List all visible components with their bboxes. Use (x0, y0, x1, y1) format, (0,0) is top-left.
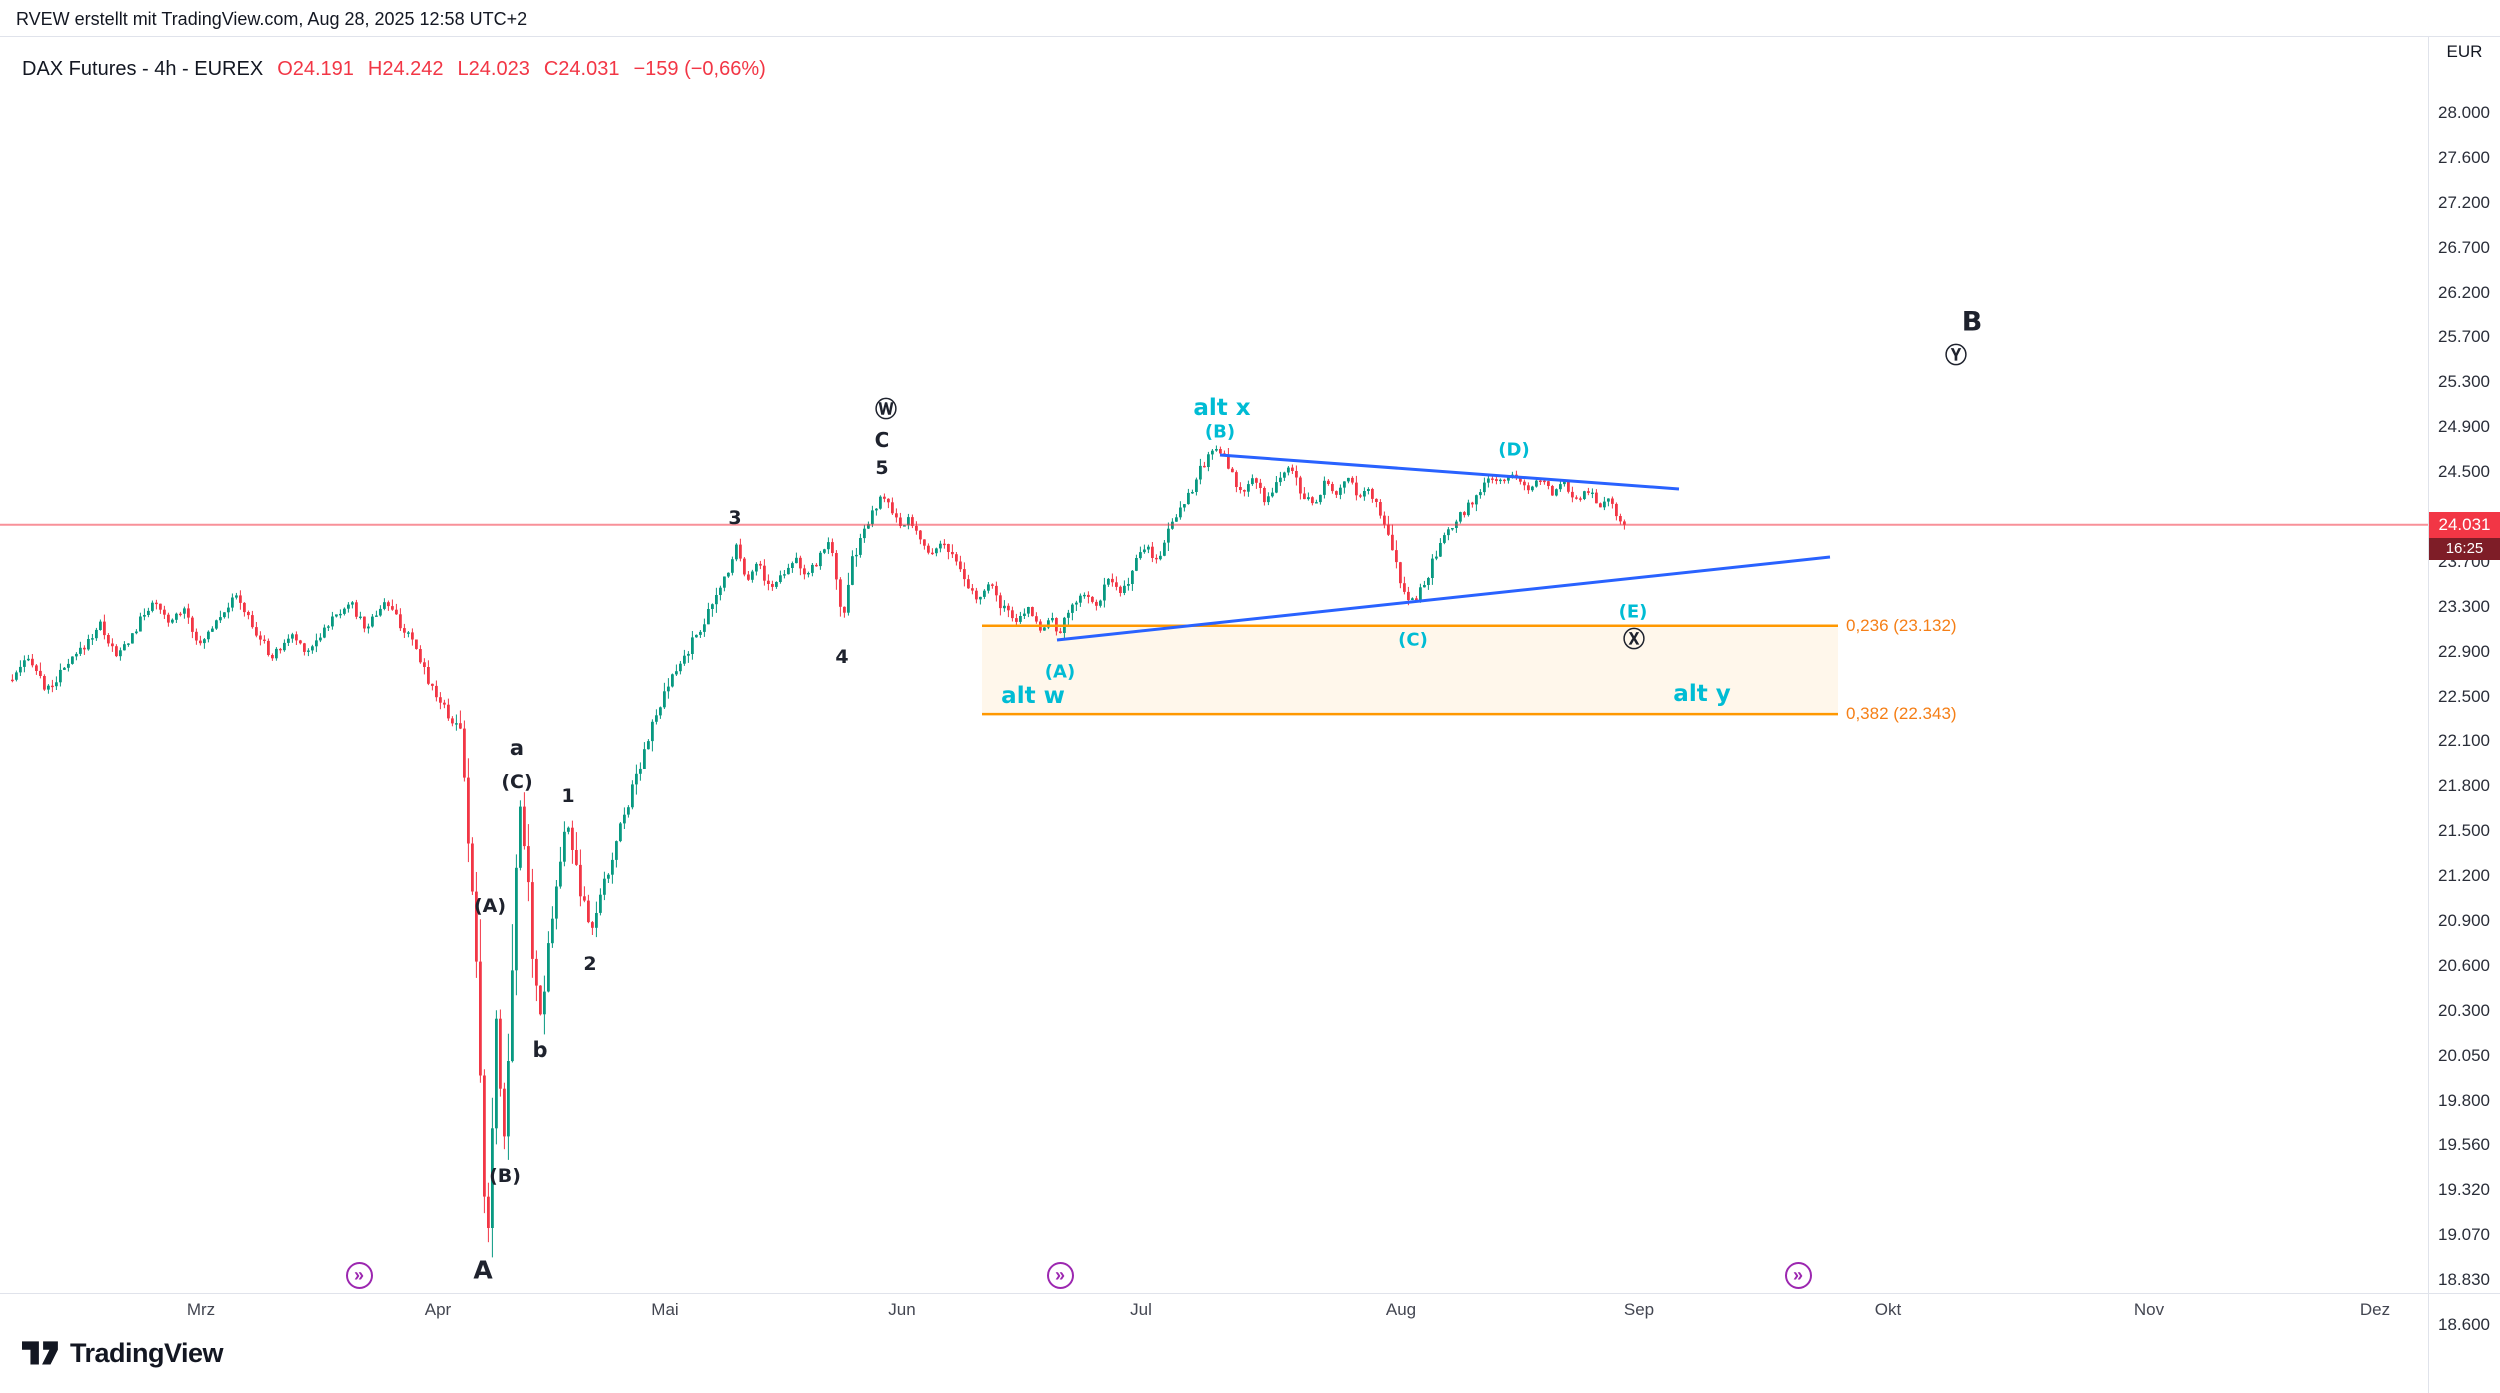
price-axis-label: 22.900 (2438, 641, 2490, 661)
wave-label[interactable]: 1 (561, 785, 575, 807)
ohlc-change: −159 (−0,66%) (633, 58, 766, 80)
price-axis-label: 25.700 (2438, 327, 2490, 347)
wave-label[interactable]: (B) (489, 1165, 521, 1187)
price-axis-label: 24.500 (2438, 462, 2490, 482)
price-axis-label: 22.100 (2438, 731, 2490, 751)
price-axis-label: 20.900 (2438, 910, 2490, 930)
wave-label[interactable]: 2 (583, 953, 597, 975)
price-axis-label: 22.500 (2438, 686, 2490, 706)
price-axis-label: 20.050 (2438, 1045, 2490, 1065)
wave-label[interactable]: a (509, 736, 525, 760)
wave-label[interactable]: alt x (1193, 395, 1251, 421)
wave-label[interactable]: (B) (1204, 421, 1236, 443)
time-axis-label: Okt (1874, 1300, 1902, 1319)
symbol-title: DAX Futures - 4h - EUREX (22, 58, 264, 80)
price-axis-separator (2428, 36, 2429, 1393)
currency-label: EUR (2446, 42, 2483, 61)
price-axis-label: 28.000 (2438, 103, 2490, 122)
price-axis-label: 21.200 (2438, 866, 2490, 886)
time-axis-label: Jul (1130, 1300, 1152, 1319)
wave-label[interactable]: (C) (1398, 629, 1428, 651)
price-axis-label: 23.300 (2438, 596, 2490, 616)
symbol-info-bar[interactable]: DAX Futures - 4h - EUREX O24.191 H24.242… (22, 58, 766, 81)
price-axis-label: 25.300 (2438, 372, 2490, 392)
rollover-marker-icon[interactable]: » (1784, 1261, 1812, 1289)
price-axis-label: 27.200 (2438, 192, 2490, 212)
current-price-badge: 24.031 16:25 (2429, 511, 2500, 560)
export-note: RVEW erstellt mit TradingView.com, Aug 2… (16, 9, 528, 29)
wave-label[interactable]: (E) (1618, 601, 1648, 623)
price-axis-label: 26.700 (2438, 237, 2490, 257)
wave-label[interactable]: Ⓦ (874, 398, 898, 423)
price-axis-label: 18.830 (2438, 1270, 2490, 1289)
time-axis-label: Dez (2359, 1300, 2391, 1319)
wave-label[interactable]: 3 (728, 507, 742, 529)
price-axis-label: 27.600 (2438, 147, 2490, 167)
chart-top-border (0, 36, 2500, 37)
time-axis-label: Sep (1623, 1300, 1655, 1319)
fib-retracement-label[interactable]: 0,382 (22.343) (1846, 704, 1957, 724)
price-axis-label: 18.600 (2438, 1314, 2490, 1334)
price-axis-label: 21.800 (2438, 776, 2490, 796)
price-axis-label: 19.800 (2438, 1090, 2490, 1110)
tradingview-logo-mark (22, 1340, 58, 1365)
price-axis-label: 19.320 (2438, 1180, 2490, 1200)
time-axis-label: Mai (651, 1300, 679, 1319)
wave-label[interactable]: alt y (1673, 681, 1731, 707)
price-axis-label: 24.900 (2438, 417, 2490, 437)
ohlc-high: H24.242 (367, 58, 444, 80)
rollover-marker-icon[interactable]: » (1046, 1261, 1074, 1289)
fib-retracement-label[interactable]: 0,236 (23.132) (1846, 615, 1957, 635)
ohlc-close: C24.031 (543, 58, 620, 80)
time-axis-label: Nov (2133, 1300, 2165, 1319)
time-axis-label: Aug (1385, 1300, 1417, 1319)
price-axis-label: 20.600 (2438, 955, 2490, 975)
wave-label[interactable]: Ⓨ (1944, 344, 1968, 369)
wave-label[interactable]: b (532, 1038, 548, 1062)
wave-label[interactable]: alt w (1001, 683, 1065, 709)
wave-label[interactable]: A (473, 1255, 493, 1285)
tradingview-logo[interactable]: TradingView (22, 1338, 224, 1369)
time-axis-separator (0, 1293, 2500, 1294)
current-price-value: 24.031 (2429, 511, 2500, 538)
rollover-marker-icon[interactable]: » (345, 1261, 373, 1289)
time-axis-label: Mrz (186, 1300, 216, 1319)
price-axis-label: 21.500 (2438, 821, 2490, 841)
wave-label[interactable]: (A) (473, 895, 507, 917)
bar-countdown: 16:25 (2429, 537, 2500, 560)
wave-label[interactable]: B (1961, 306, 1983, 338)
tradingview-logo-text: TradingView (70, 1338, 224, 1368)
price-axis-label: 19.560 (2438, 1135, 2490, 1155)
wave-label[interactable]: 4 (835, 646, 849, 668)
time-axis-label: Jun (888, 1300, 916, 1319)
wave-label[interactable]: (D) (1498, 439, 1530, 461)
price-axis-label: 19.070 (2438, 1225, 2490, 1245)
price-axis-label: 26.200 (2438, 282, 2490, 302)
ohlc-open: O24.191 (277, 58, 354, 80)
wave-label[interactable]: Ⓧ (1622, 628, 1646, 653)
price-axis-label: 20.300 (2438, 1000, 2490, 1020)
wave-label[interactable]: C (874, 428, 890, 452)
wave-label[interactable]: (C) (501, 771, 533, 793)
wave-label[interactable]: (A) (1044, 661, 1076, 683)
wave-label[interactable]: 5 (875, 457, 889, 479)
ohlc-low: L24.023 (457, 58, 530, 80)
time-axis-label: Apr (424, 1300, 452, 1319)
